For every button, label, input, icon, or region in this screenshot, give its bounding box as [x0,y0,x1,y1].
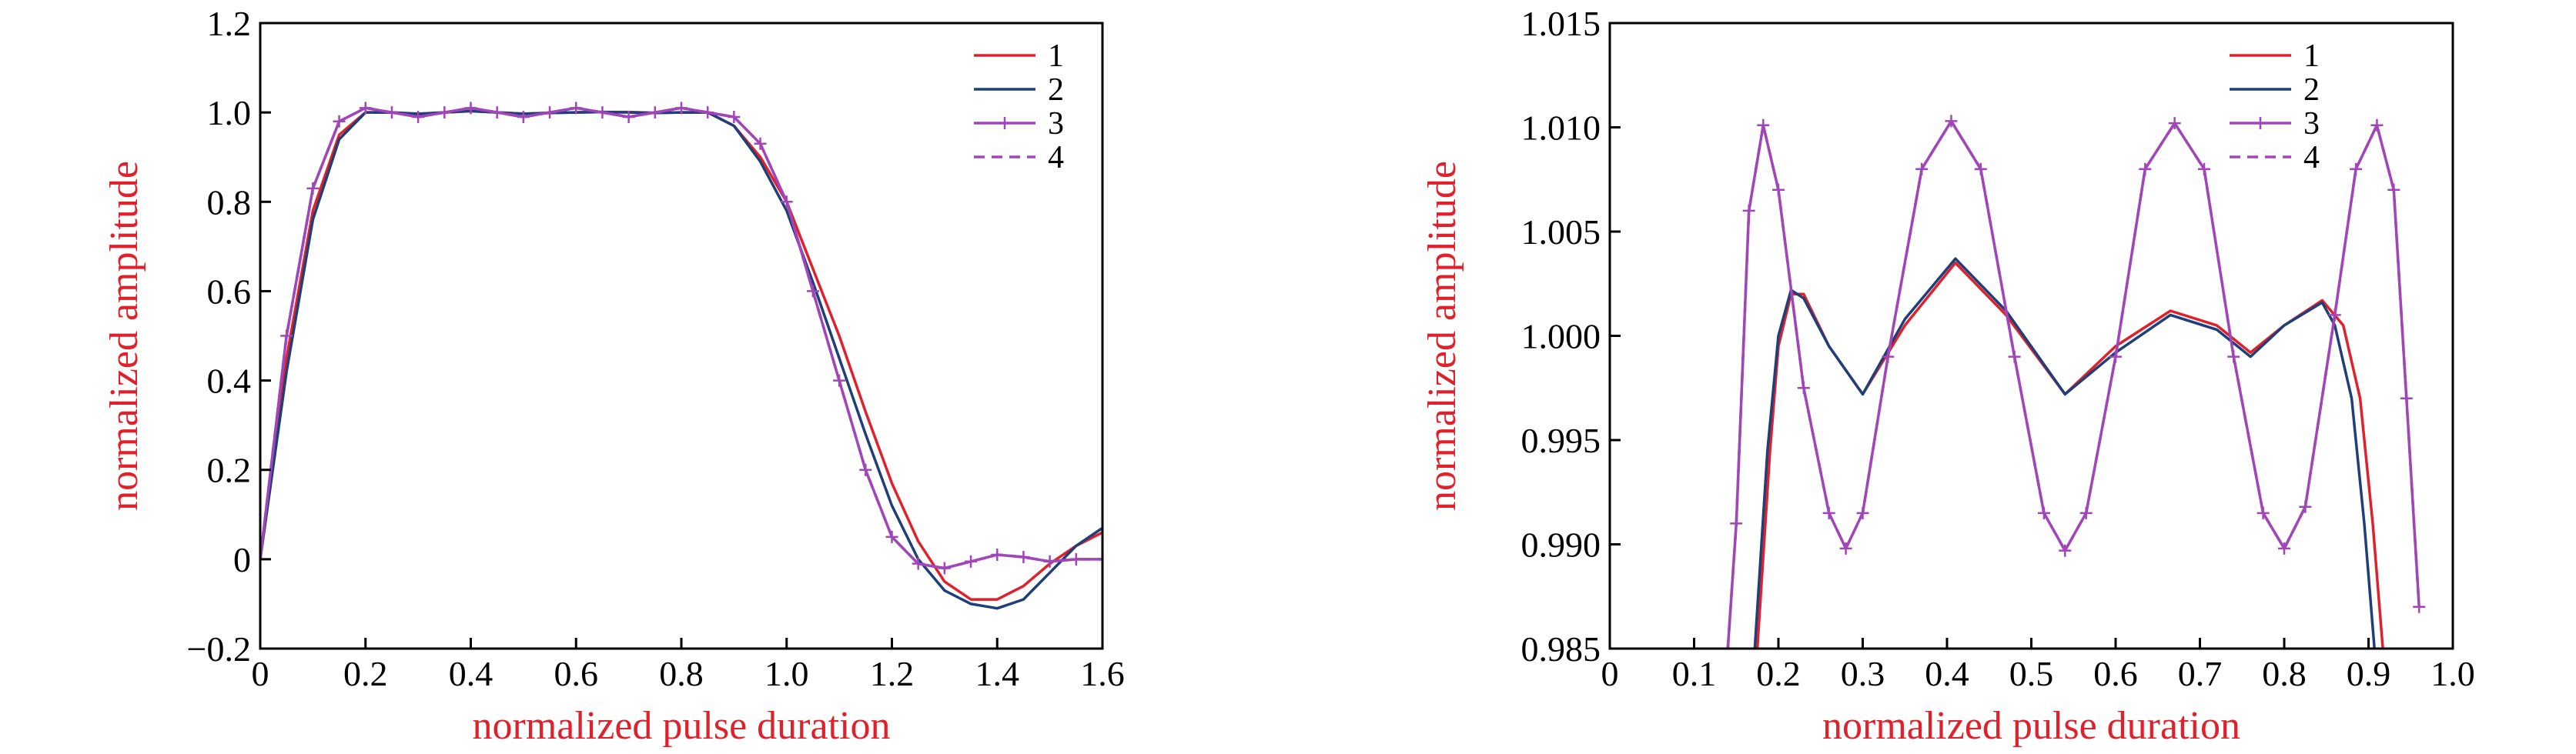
legend-label-1: 1 [1048,38,1064,74]
x-tick-label: 0.9 [2347,654,2391,693]
x-axis-label: normalized pulse duration [1822,704,2240,748]
series-group [260,102,1102,610]
series-line-2 [260,109,1102,610]
legend-marker-3 [999,117,1011,129]
y-tick-label: 0.990 [1521,525,1601,565]
x-tick-label: 0.4 [449,654,493,693]
x-tick-label: 0.1 [1672,654,1717,693]
legend-label-2: 2 [2303,72,2320,108]
y-tick-label: 0.4 [207,362,252,401]
series-line-1 [1755,261,2384,649]
x-tick-label: 0.2 [1756,654,1801,693]
y-tick-label: 0.995 [1521,421,1601,460]
x-tick-label: 0.7 [2178,654,2223,693]
y-tick-label: 1.005 [1521,212,1601,252]
legend-label-4: 4 [1048,140,1064,175]
x-tick-label: 1.0 [2430,654,2475,693]
plot-frame [259,22,1104,650]
series-line-2 [1753,257,2376,649]
legend-label-2: 2 [1048,72,1064,108]
x-tick-label: 0.5 [2009,654,2054,693]
x-tick-label: 1.2 [870,654,915,693]
y-tick-label: 0 [233,540,251,579]
y-tick-label: 1.0 [207,93,252,132]
series-marker-3 [1822,506,1835,519]
x-tick-label: 0.6 [2093,654,2138,693]
x-tick-label: 0.3 [1841,654,1885,693]
x-tick-label: 0.8 [2262,654,2307,693]
x-tick-label: 1.4 [975,654,1020,693]
series-line-4 [1726,119,2420,649]
series-marker-3 [2168,117,2181,130]
y-tick-label: 0.6 [207,272,252,311]
series-line-4 [260,106,1102,570]
y-tick-label: 1.000 [1521,317,1601,356]
y-tick-label: 0.985 [1521,629,1601,669]
x-axis-label: normalized pulse duration [473,704,891,748]
y-tick-label: 0.8 [207,182,252,222]
y-tick-label: 0.2 [207,451,252,490]
x-tick-label: 1.0 [764,654,809,693]
series-group [1721,115,2426,649]
legend-marker-3 [2254,117,2267,129]
x-tick-label: 0.8 [659,654,704,693]
x-tick-label: 0.6 [554,654,599,693]
series-markers-3 [260,102,1102,575]
legend-label-1: 1 [2303,38,2320,74]
series-line-3 [260,106,1102,570]
legend-label-3: 3 [1048,106,1064,142]
x-tick-label: 0.4 [1925,654,1969,693]
y-axis-label: normalized amplitude [102,161,146,511]
y-tick-label: 1.010 [1521,108,1601,148]
x-tick-label: 0 [1601,654,1619,693]
series-line-1 [260,109,1102,601]
y-axis-label: normalized amplitude [1420,161,1464,511]
y-tick-label: 1.2 [207,4,252,43]
legend-label-4: 4 [2303,140,2320,175]
chart-1: 0 0.2 0.4 0.6 0.8 1.0 1.2 1.4 1.6−0.200.20.40.60… [102,4,1125,748]
plot-frame [1608,22,2454,650]
x-tick-label: 1.6 [1080,654,1125,693]
y-tick-label: −0.2 [187,629,251,669]
chart-2: 0 0.1 0.2 0.3 0.4 0.5 0.6 0.7 0.8 0.9 1.0 0.985 0.99… [1420,4,2475,748]
x-tick-label: 0 [252,654,269,693]
y-tick-label: 1.015 [1521,4,1601,43]
x-tick-label: 0.2 [343,654,388,693]
series-marker-3 [2370,118,2384,132]
legend-label-3: 3 [2303,106,2320,142]
